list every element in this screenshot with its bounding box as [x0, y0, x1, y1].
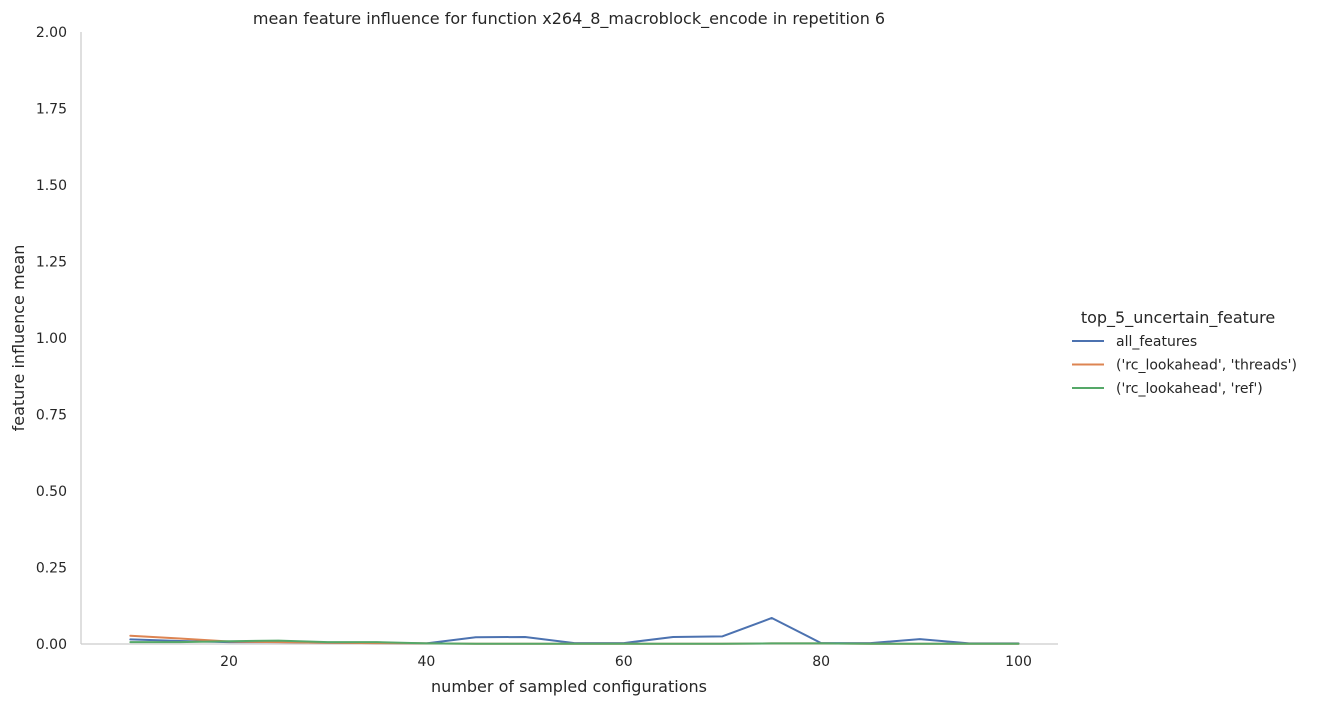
- series-line-0: [129, 616, 1020, 645]
- y-tick-label: 2.00: [36, 25, 67, 41]
- x-axis-label: number of sampled configurations: [431, 677, 707, 696]
- y-tick-label: 1.50: [36, 178, 67, 194]
- x-tick-label: 20: [220, 654, 238, 670]
- y-axis-label: feature influence mean: [9, 245, 28, 432]
- legend-title: top_5_uncertain_feature: [1081, 308, 1275, 328]
- y-tick-label: 1.75: [36, 102, 67, 118]
- legend-entries: all_features ('rc_lookahead', 'threads') (…: [1072, 334, 1297, 397]
- y-tick-label: 0.50: [36, 484, 67, 500]
- x-tick-label: 100: [1005, 654, 1032, 670]
- chart-title: mean feature influence for function x264…: [253, 9, 885, 29]
- legend-label: ('rc_lookahead', 'ref'): [1116, 381, 1263, 397]
- x-axis-ticks: 20 40 60 80 100: [220, 654, 1032, 670]
- x-tick-label: 60: [615, 654, 633, 670]
- x-tick-label: 80: [812, 654, 830, 670]
- legend: top_5_uncertain_feature all_features ('rc…: [1072, 308, 1297, 397]
- y-tick-label: 0.25: [36, 561, 67, 577]
- series-lines: [129, 616, 1020, 645]
- legend-label: ('rc_lookahead', 'threads'): [1116, 358, 1297, 374]
- series-line-2: [129, 639, 1020, 645]
- y-axis-ticks: 0.00 0.25 0.50 0.75 1.00 1.25 1.50 1.75 2.00: [36, 25, 67, 653]
- x-tick-label: 40: [417, 654, 435, 670]
- y-tick-label: 1.25: [36, 255, 67, 271]
- y-tick-label: 0.00: [36, 637, 67, 653]
- legend-label: all_features: [1116, 334, 1197, 350]
- y-tick-label: 0.75: [36, 408, 67, 424]
- y-tick-label: 1.00: [36, 331, 67, 347]
